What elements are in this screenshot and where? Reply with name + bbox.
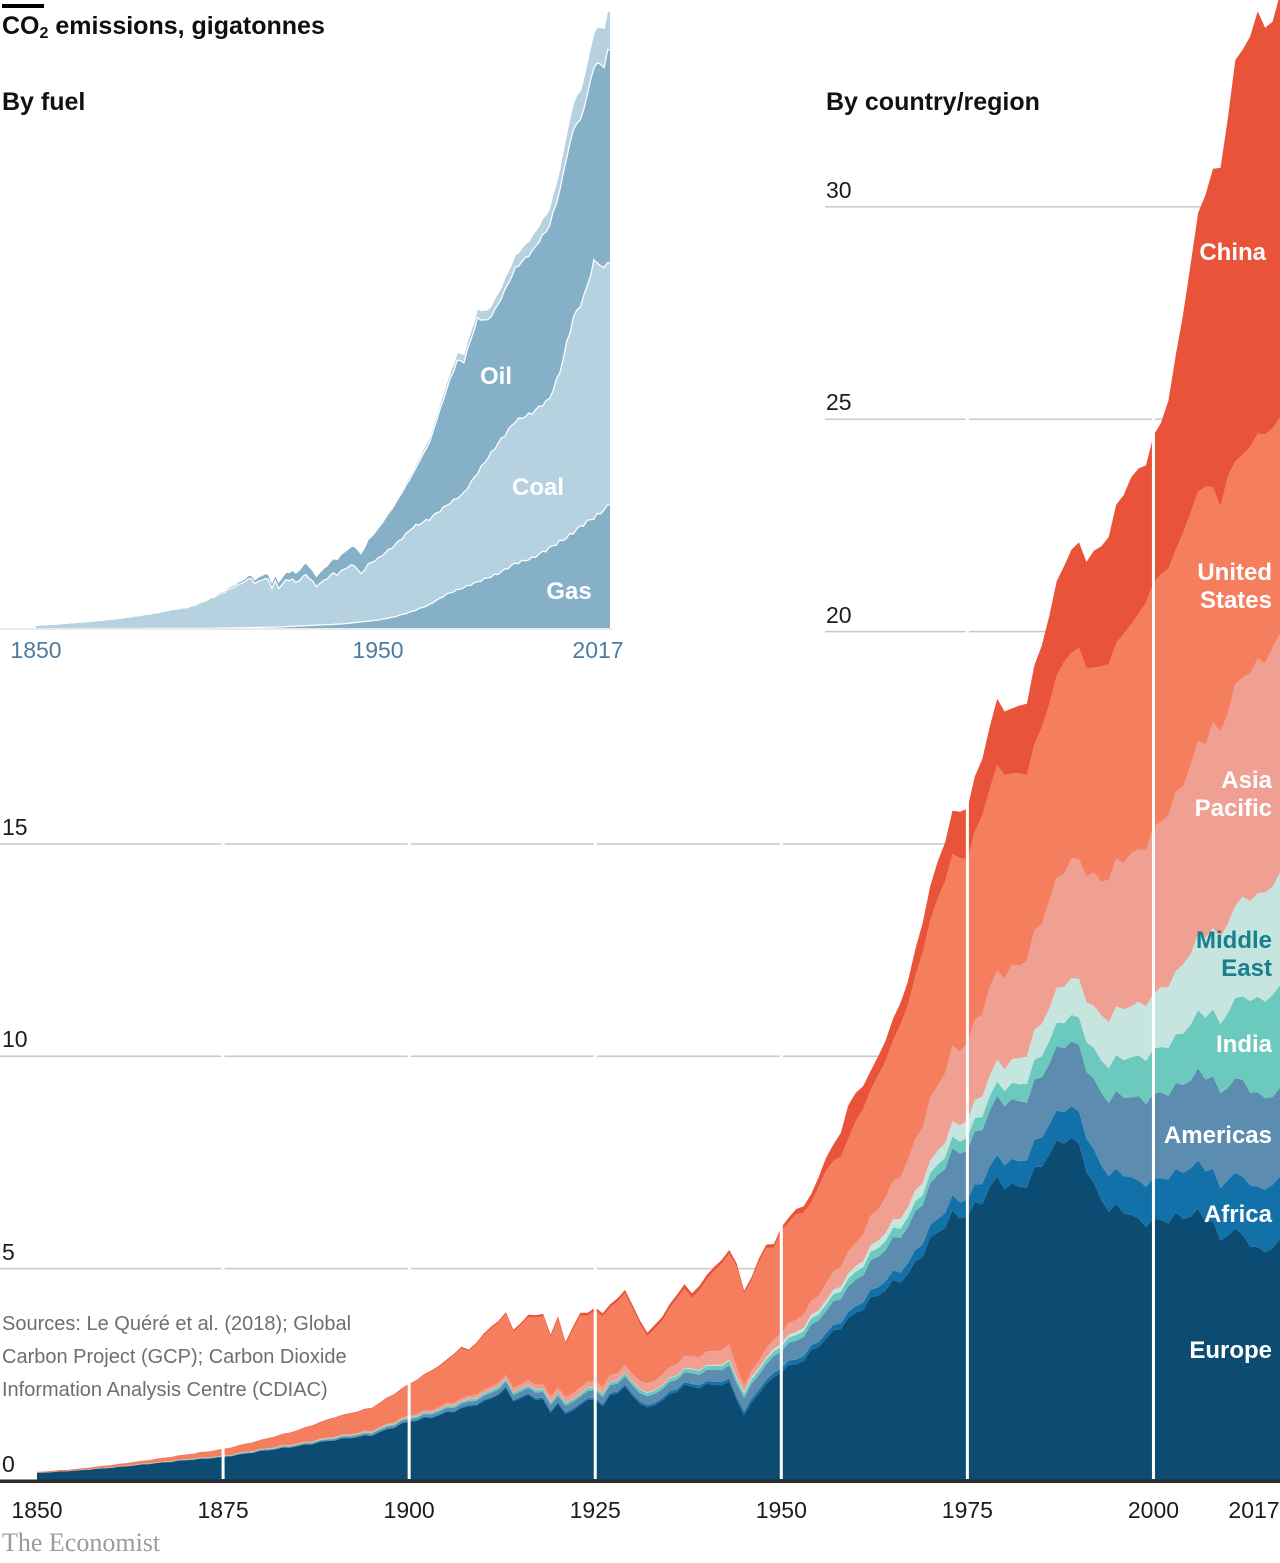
fuel-label-oil: Oil bbox=[479, 363, 512, 390]
region-label-europe: Europe bbox=[1189, 1337, 1272, 1364]
title-rule bbox=[2, 4, 44, 8]
region-label-pacific: Pacific bbox=[1194, 795, 1272, 822]
fuel-chart bbox=[0, 9, 612, 630]
fuel-label-coal: Coal bbox=[511, 474, 564, 501]
sources-note: Sources: Le Quéré et al. (2018); Global … bbox=[2, 1308, 351, 1407]
economist-brand-text: The Economist bbox=[2, 1528, 161, 1557]
x-axis-line bbox=[0, 1479, 1280, 1483]
sources-line-2: Carbon Project (GCP); Carbon Dioxide bbox=[2, 1346, 347, 1368]
sources-line-3: Information Analysis Centre (CDIAC) bbox=[2, 1379, 328, 1401]
area-oil bbox=[36, 49, 610, 625]
fuel-chart-heading: By fuel bbox=[2, 88, 86, 116]
region-label-states: States bbox=[1199, 587, 1272, 614]
fuel-label-gas: Gas bbox=[546, 578, 592, 605]
area-africa bbox=[37, 1106, 1280, 1473]
region-label-americas: Americas bbox=[1163, 1122, 1272, 1149]
region-label-china: China bbox=[1199, 239, 1266, 266]
region-label-united: United bbox=[1197, 559, 1272, 586]
title-subscript: 2 bbox=[39, 25, 49, 42]
title-post: emissions, gigatonnes bbox=[48, 12, 325, 40]
region-label-east: East bbox=[1221, 955, 1272, 982]
area-europe bbox=[37, 1137, 1280, 1481]
area-coal bbox=[36, 258, 610, 628]
region-label-asia: Asia bbox=[1221, 767, 1272, 794]
title-pre: CO bbox=[2, 12, 40, 40]
page-title: CO2 emissions, gigatonnes bbox=[2, 12, 325, 42]
area-gas bbox=[36, 504, 610, 628]
area-americas bbox=[37, 1041, 1280, 1473]
area-china bbox=[37, 0, 1280, 1472]
region-label-africa: Africa bbox=[1203, 1201, 1272, 1228]
region-chart-heading: By country/region bbox=[826, 88, 1040, 116]
region-label-india: India bbox=[1215, 1031, 1272, 1058]
sources-line-1: Sources: Le Quéré et al. (2018); Global bbox=[2, 1313, 352, 1335]
region-label-middle: Middle bbox=[1196, 927, 1272, 954]
separator-other-unlabelled bbox=[35, 9, 610, 626]
